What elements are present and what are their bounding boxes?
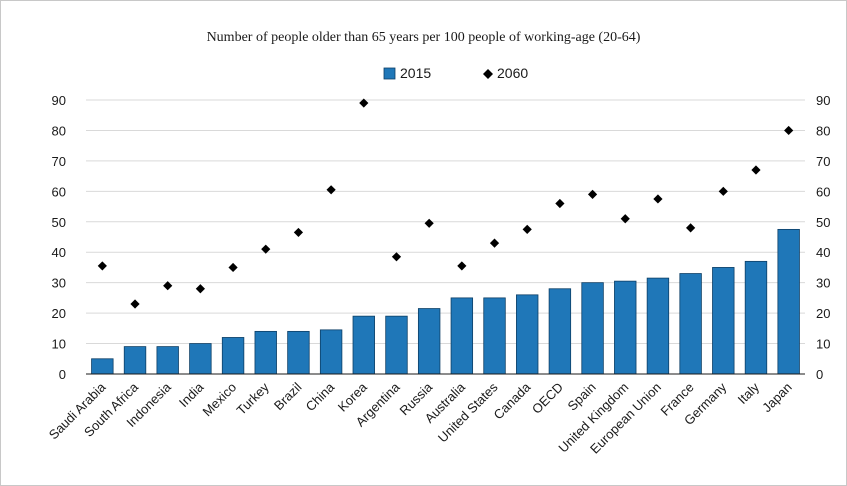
- bar-2015: [777, 228, 800, 375]
- y-tick-label-left: 60: [52, 184, 66, 199]
- marker-2060: [359, 98, 369, 108]
- category-label: Canada: [491, 379, 534, 422]
- legend: 2015 2060: [383, 65, 528, 81]
- bar-2015: [385, 315, 408, 375]
- marker-2060: [97, 261, 107, 271]
- bar-2015: [679, 273, 702, 375]
- marker-2060: [555, 198, 565, 209]
- bar-2015: [646, 277, 670, 375]
- category-label: Brazil: [271, 379, 305, 413]
- bar-2015: [744, 260, 768, 375]
- bar-2015: [450, 297, 474, 375]
- marker-2060: [620, 214, 630, 224]
- y-tick-label-right: 30: [816, 276, 830, 291]
- marker-2060: [293, 227, 304, 238]
- marker-2060: [391, 252, 402, 262]
- category-label: Turkey: [234, 379, 273, 418]
- y-tick-label-left: 0: [59, 367, 66, 382]
- gridlines: [86, 99, 805, 345]
- bar-2015: [221, 337, 245, 375]
- y-tick-label-right: 20: [816, 306, 830, 321]
- bar-2015: [417, 308, 441, 375]
- bar-2015: [123, 346, 147, 375]
- y-tick-label-left: 50: [52, 215, 66, 230]
- marker-2060: [424, 218, 434, 228]
- bar-2015: [712, 267, 735, 375]
- marker-2060: [522, 224, 532, 234]
- y-tick-label-right: 40: [816, 245, 830, 260]
- bar-2015: [614, 280, 637, 375]
- legend-marker-2060: [483, 69, 493, 79]
- category-label: OECD: [529, 380, 566, 417]
- bar-2015: [254, 330, 277, 375]
- y-tick-label-right: 10: [816, 337, 830, 352]
- category-label: Japan: [759, 380, 795, 416]
- marker-2060: [130, 299, 140, 309]
- bars-2015: [91, 228, 800, 375]
- bar-2015: [548, 288, 572, 375]
- legend-label-2015: 2015: [400, 65, 431, 81]
- y-tick-label-left: 90: [52, 93, 66, 108]
- y-axis-right: 0 10 20 30 40 50 60 70 80 90: [816, 93, 830, 382]
- y-tick-label-left: 40: [52, 245, 66, 260]
- bar-2015: [483, 297, 506, 375]
- y-tick-label-right: 60: [816, 184, 830, 199]
- y-tick-label-right: 80: [816, 123, 830, 138]
- bar-2015: [287, 330, 310, 375]
- marker-2060: [587, 189, 598, 199]
- y-tick-label-left: 30: [52, 276, 66, 291]
- marker-2060: [686, 223, 696, 233]
- y-tick-label-right: 50: [816, 215, 830, 230]
- y-tick-label-right: 70: [816, 154, 830, 169]
- bar-2015: [156, 346, 179, 375]
- marker-2060: [261, 244, 271, 254]
- category-label: Mexico: [199, 380, 239, 420]
- y-tick-label-left: 70: [52, 154, 66, 169]
- y-tick-label-left: 80: [52, 123, 66, 138]
- y-axis-left: 0 10 20 30 40 50 60 70 80 90: [52, 93, 66, 382]
- chart-title: Number of people older than 65 years per…: [206, 30, 641, 45]
- category-label: Italy: [735, 379, 763, 407]
- markers-2060: [97, 98, 794, 309]
- marker-2060: [163, 281, 173, 291]
- bar-2015: [189, 343, 212, 375]
- marker-2060: [326, 185, 336, 195]
- y-tick-label-left: 20: [52, 306, 66, 321]
- y-tick-label-right: 0: [816, 367, 823, 382]
- marker-2060: [751, 165, 761, 175]
- legend-swatch-2015: [383, 67, 396, 80]
- category-label: China: [303, 379, 338, 414]
- marker-2060: [489, 238, 500, 248]
- bar-2015: [319, 329, 343, 375]
- bar-2015: [581, 282, 604, 375]
- marker-2060: [228, 262, 238, 273]
- bar-2015: [516, 294, 539, 375]
- bar-2015: [352, 315, 375, 375]
- marker-2060: [653, 194, 663, 204]
- bar-2015: [91, 358, 114, 375]
- legend-label-2060: 2060: [497, 65, 528, 81]
- y-tick-label-right: 90: [816, 93, 830, 108]
- y-tick-label-left: 10: [52, 337, 66, 352]
- marker-2060: [195, 284, 205, 294]
- marker-2060: [784, 125, 794, 136]
- marker-2060: [457, 261, 467, 271]
- marker-2060: [718, 186, 728, 196]
